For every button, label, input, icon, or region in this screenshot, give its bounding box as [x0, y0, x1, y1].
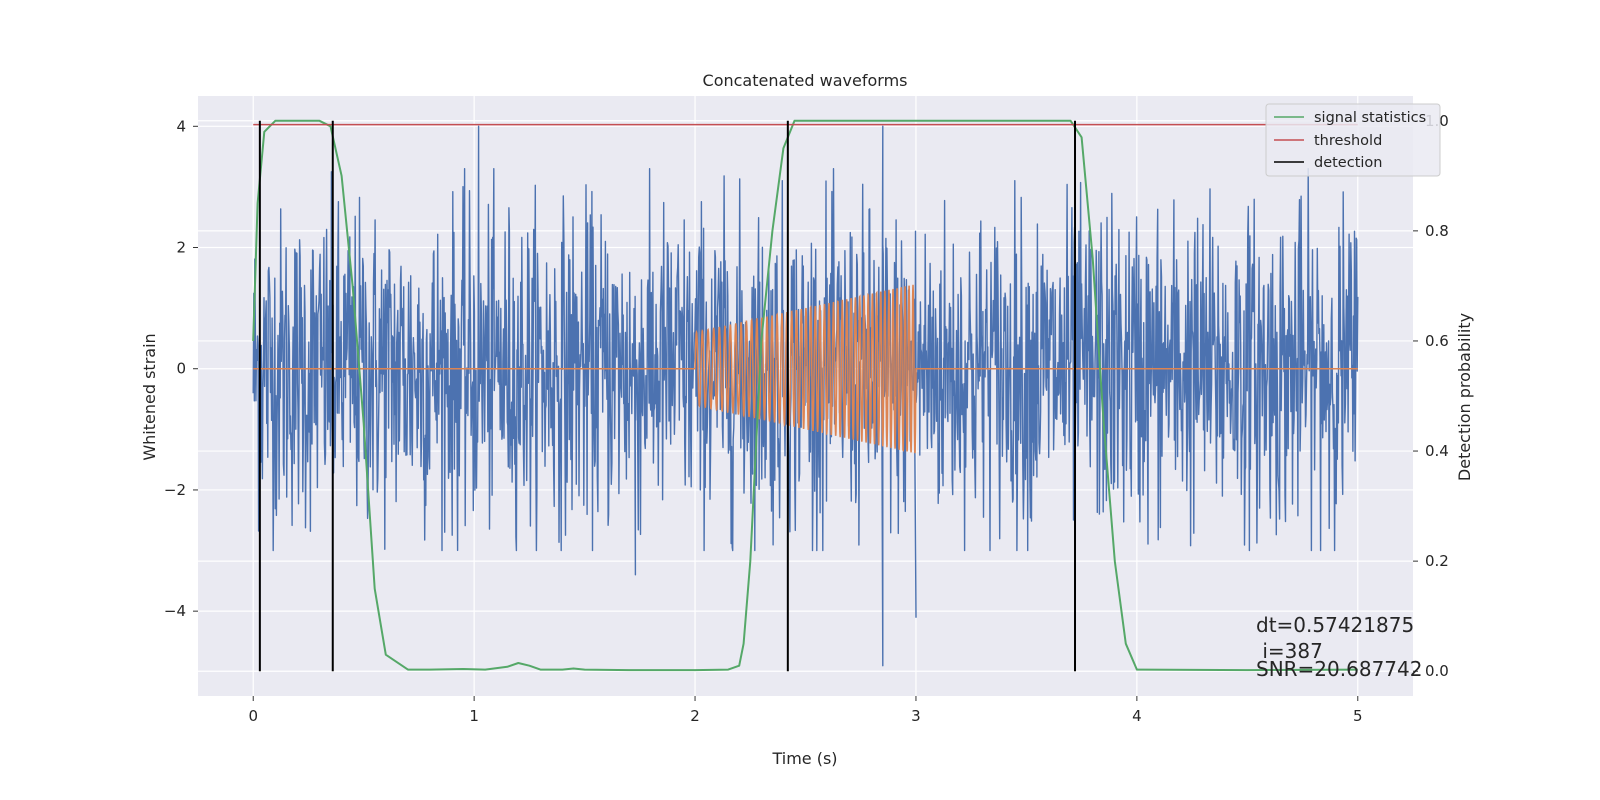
y-right-tick-label: 0.2 — [1425, 552, 1449, 570]
annotation-dt: dt=0.57421875 — [1256, 613, 1414, 637]
y-axis-label-right: Detection probability — [1455, 313, 1474, 481]
annotation-snr: SNR=20.687742 — [1256, 657, 1422, 681]
x-tick-label: 0 — [248, 707, 258, 725]
series-injected-signal-line — [253, 284, 1358, 454]
y-left-tick-label: 0 — [176, 360, 186, 378]
x-tick-label: 3 — [911, 707, 921, 725]
y-right-tick-label: 0.4 — [1425, 442, 1449, 460]
y-left-tick-label: −4 — [164, 602, 186, 620]
legend-label-detection: detection — [1314, 155, 1382, 171]
y-left-tick-label: 2 — [176, 239, 186, 257]
data-layer — [252, 119, 1359, 672]
y-left-tick-label: 4 — [176, 117, 186, 135]
legend-box — [1265, 103, 1441, 177]
x-tick-label: 1 — [469, 707, 479, 725]
x-tick-label: 4 — [1132, 707, 1142, 725]
annotation-i: i=387 — [1256, 639, 1323, 663]
x-tick-label: 5 — [1353, 707, 1363, 725]
y-axis-label-left: Whitened strain — [140, 333, 159, 460]
y-right-tick-label: 0.0 — [1425, 662, 1449, 680]
series-signal-statistics-line — [252, 119, 1358, 672]
chart-title: Concatenated waveforms — [703, 71, 908, 90]
y-right-tick-label: 0.8 — [1425, 222, 1449, 240]
legend-label-threshold: threshold — [1314, 133, 1382, 149]
legend: signal statistics threshold detection — [1265, 103, 1441, 177]
y-left-tick-label: −2 — [164, 481, 186, 499]
x-axis-label: Time (s) — [771, 749, 837, 768]
legend-label-signal-statistics: signal statistics — [1314, 110, 1426, 126]
x-tick-label: 2 — [690, 707, 700, 725]
y-right-tick-label: 0.6 — [1425, 332, 1449, 350]
